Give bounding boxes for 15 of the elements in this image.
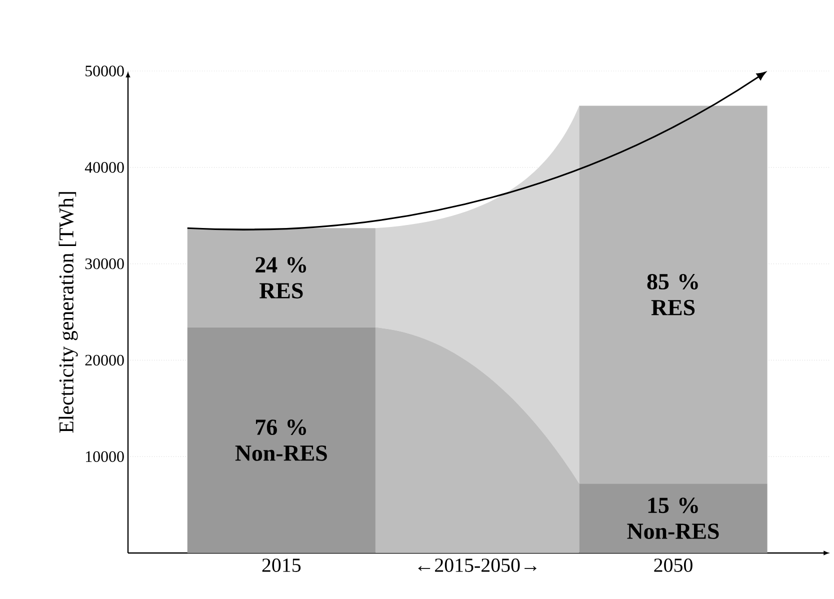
y-axis-title: Electricity generation [TWh] (58, 192, 78, 433)
annotation: 85 % RES (647, 274, 698, 316)
y-tick-label: 30000 (85, 258, 124, 270)
annotation: 24 % RES (256, 257, 306, 298)
bar (187, 228, 376, 328)
x-tick-label: 2015 (262, 558, 301, 572)
y-tick-label: 20000 (85, 354, 124, 366)
bar (579, 484, 768, 553)
y-tick-label: 50000 (86, 66, 124, 76)
y-tick-label: 10000 (86, 451, 124, 462)
annotation: 15 % Non-RES (627, 498, 719, 539)
annotation: 76 % Non-RES (235, 420, 327, 461)
x-tick-label: 2050 (654, 558, 692, 572)
x-tick-label: ←2015-2050→ (418, 558, 536, 572)
y-tick-label: 40000 (84, 162, 124, 173)
